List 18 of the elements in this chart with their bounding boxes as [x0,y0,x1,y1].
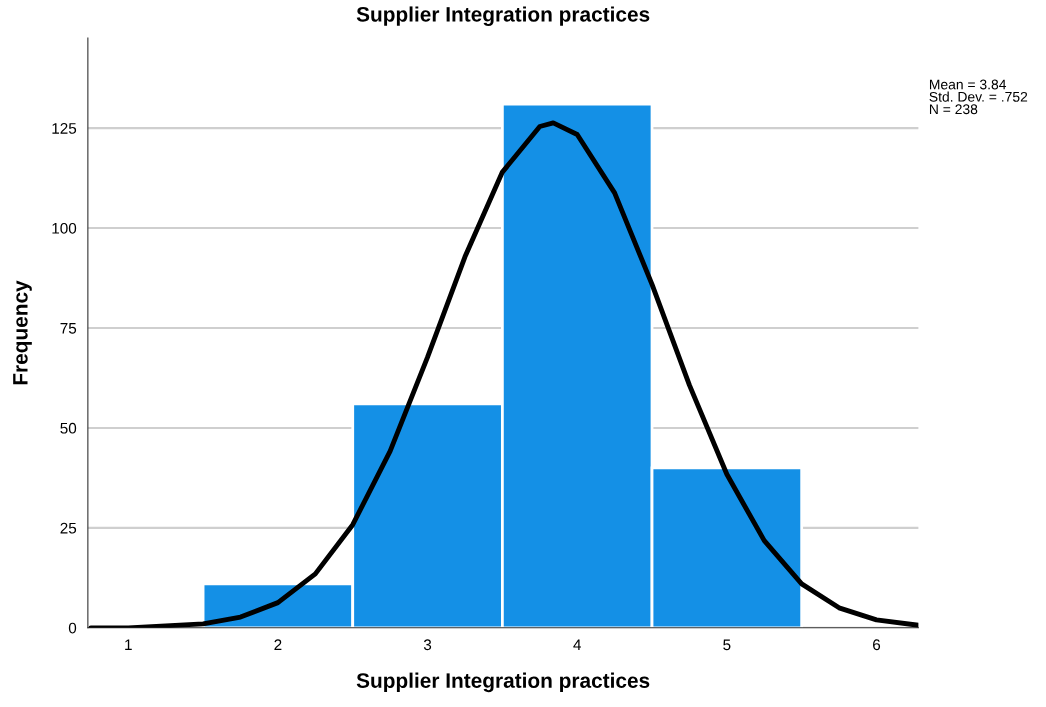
y-tick-label: 25 [60,522,77,534]
x-tick-label: 5 [723,639,731,651]
y-tick-label: 0 [68,622,77,634]
x-tick-label: 1 [125,639,132,650]
x-tick-label: 6 [873,639,881,651]
y-tick-label: 75 [60,323,77,334]
text: Mean = 3.84 [929,79,1007,90]
x-axis-title: Supplier Integration practices [356,672,650,693]
y-tick-label: 50 [60,422,77,434]
text: Std. Dev. = .752 [929,91,1028,102]
chart-title: Supplier Integration practices [356,6,650,26]
y-tick-label: 100 [52,222,77,234]
x-tick-label: 3 [423,639,432,651]
y-tick-label: 125 [52,122,77,134]
y-axis-title: Frequency [13,280,32,385]
text: N = 238 [929,104,978,115]
x-tick-label: 4 [573,639,581,650]
x-tick-label: 2 [274,639,282,650]
